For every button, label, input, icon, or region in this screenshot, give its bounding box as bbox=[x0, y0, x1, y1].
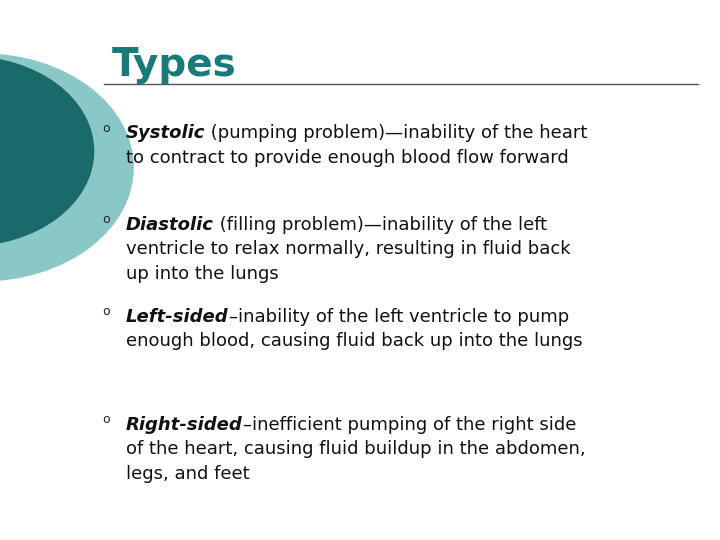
Text: –inefficient pumping of the right side: –inefficient pumping of the right side bbox=[243, 416, 576, 434]
Text: (filling problem)—inability of the left: (filling problem)—inability of the left bbox=[214, 216, 547, 234]
Text: to contract to provide enough blood flow forward: to contract to provide enough blood flow… bbox=[126, 148, 569, 166]
Text: –inability of the left ventricle to pump: –inability of the left ventricle to pump bbox=[229, 308, 569, 326]
Text: Systolic: Systolic bbox=[126, 124, 205, 142]
Circle shape bbox=[0, 54, 133, 281]
Text: o: o bbox=[103, 413, 110, 426]
Circle shape bbox=[0, 57, 94, 246]
Text: o: o bbox=[103, 213, 110, 226]
Text: up into the lungs: up into the lungs bbox=[126, 265, 279, 283]
Text: ventricle to relax normally, resulting in fluid back: ventricle to relax normally, resulting i… bbox=[126, 240, 571, 258]
Text: enough blood, causing fluid back up into the lungs: enough blood, causing fluid back up into… bbox=[126, 332, 582, 350]
Text: Types: Types bbox=[112, 46, 236, 84]
Text: legs, and feet: legs, and feet bbox=[126, 464, 250, 483]
Text: of the heart, causing fluid buildup in the abdomen,: of the heart, causing fluid buildup in t… bbox=[126, 440, 585, 458]
Text: Right-sided: Right-sided bbox=[126, 416, 243, 434]
Text: o: o bbox=[103, 122, 110, 134]
Text: o: o bbox=[103, 305, 110, 318]
Text: (pumping problem)—inability of the heart: (pumping problem)—inability of the heart bbox=[205, 124, 588, 142]
Text: Left-sided: Left-sided bbox=[126, 308, 229, 326]
Text: Diastolic: Diastolic bbox=[126, 216, 214, 234]
